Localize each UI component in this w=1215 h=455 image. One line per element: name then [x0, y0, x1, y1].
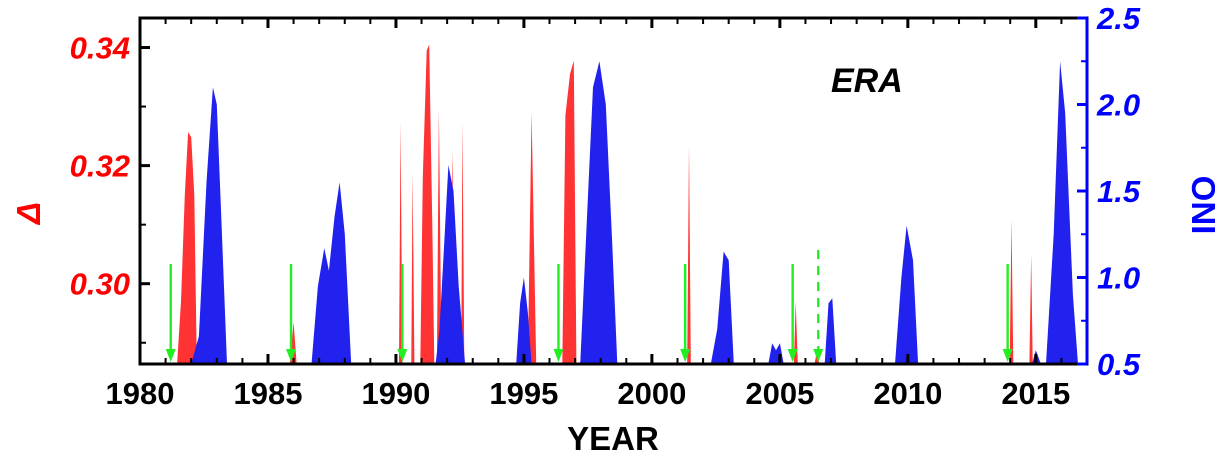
delta-series [177, 44, 1033, 364]
y-right-tick-label: 2.0 [1096, 88, 1140, 123]
oni-peak-7 [824, 298, 837, 364]
delta-peak-7 [461, 121, 465, 364]
delta-peak-11 [793, 301, 798, 364]
x-tick-label: 2000 [617, 376, 686, 411]
event-arrow-3 [553, 264, 564, 362]
y-left-tick-label: 0.34 [70, 31, 130, 66]
x-axis-title: YEAR [567, 420, 659, 455]
delta-peak-4 [420, 44, 435, 364]
y-left-axis-title: Δ [10, 202, 47, 226]
event-arrow-0 [165, 264, 176, 362]
x-tick-label: 2010 [873, 376, 942, 411]
x-tick-label: 1995 [489, 376, 558, 411]
event-arrow-4 [680, 264, 691, 362]
delta-peak-9 [562, 60, 577, 364]
x-tick-label: 1980 [106, 376, 175, 411]
x-tick-label: 1985 [233, 376, 302, 411]
y-right-axis-title: ONI [1185, 176, 1215, 235]
oni-peak-5 [710, 251, 734, 364]
y-left-tick-label: 0.32 [70, 149, 130, 184]
era-annotation: ERA [831, 62, 903, 100]
y-right-tick-label: 1.0 [1097, 261, 1140, 296]
event-arrows [165, 250, 1013, 362]
delta-peak-5 [436, 109, 442, 364]
oni-peak-2 [435, 165, 466, 364]
oni-peak-10 [1046, 61, 1078, 365]
oni-series [191, 61, 1078, 365]
oni-peak-3 [516, 277, 532, 364]
delta-peak-8 [527, 112, 537, 364]
oni-peak-8 [895, 225, 919, 364]
x-tick-label: 1990 [361, 376, 430, 411]
delta-peak-0 [177, 132, 197, 364]
x-tick-label: 2015 [1001, 376, 1070, 411]
y-right-tick-label: 2.5 [1096, 1, 1141, 36]
oni-peak-1 [311, 182, 352, 364]
x-tick-label: 2005 [745, 376, 814, 411]
event-arrow-6 [813, 250, 824, 362]
axis-ticks: 1980 1985 1990 1995 2000 2005 2010 2015 0.30 0.32… [70, 1, 1141, 411]
delta-peak-14 [1029, 254, 1033, 364]
oni-peak-6 [768, 343, 784, 364]
oni-peak-4 [580, 61, 618, 365]
delta-peak-13 [1009, 218, 1014, 364]
y-right-tick-label: 1.5 [1097, 174, 1141, 209]
event-arrow-5 [787, 264, 798, 362]
event-arrow-7 [1002, 264, 1013, 362]
y-right-tick-label: 0.5 [1097, 347, 1141, 382]
event-arrow-2 [397, 264, 408, 362]
oni-peak-0 [191, 87, 227, 364]
y-left-tick-label: 0.30 [70, 267, 130, 302]
delta-peak-3 [411, 173, 415, 364]
event-arrow-1 [286, 264, 297, 362]
delta-peak-10 [687, 144, 691, 364]
